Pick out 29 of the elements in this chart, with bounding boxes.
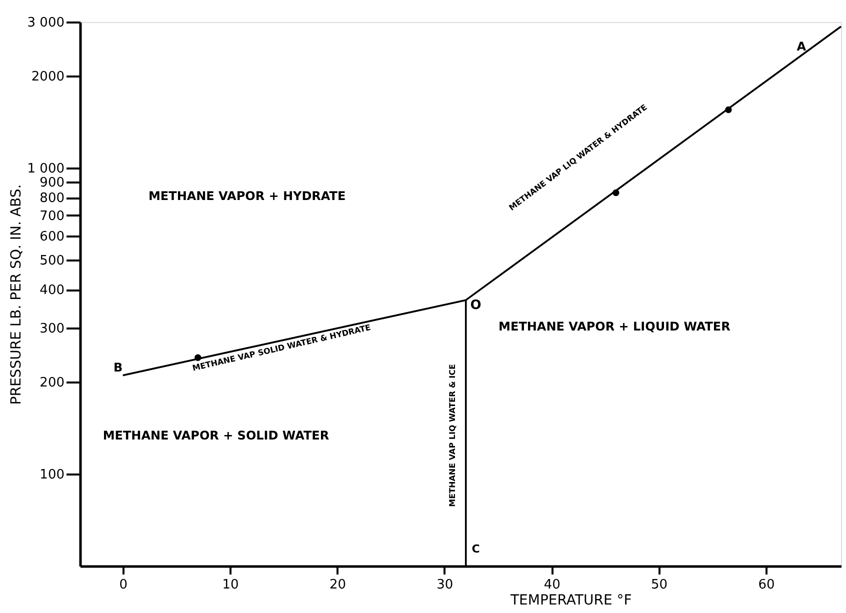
x-tick-label: 50 [651,578,668,592]
y-tick-label: 500 [40,254,64,269]
x-tick-label: 10 [222,578,239,592]
x-tick-label: 40 [544,578,560,592]
y-tick-label: 700 [40,208,64,224]
y-tick-label: 600 [40,229,64,244]
annotation: A [796,39,807,54]
y-axis-title: PRESSURE LB. PER SQ. IN. ABS. [8,184,24,405]
annotation: O [470,298,482,313]
y-tick-label: 400 [40,283,64,298]
y-tick-label: 200 [40,375,64,390]
x-tick-label: 20 [329,578,346,592]
annotation: C [472,542,480,556]
x-tick-label: 60 [758,578,775,592]
annotation: METHANE VAPOR + HYDRATE [148,189,346,204]
y-tick-label: 3 000 [27,16,64,30]
x-axis-title: TEMPERATURE °F [510,592,632,608]
y-tick-label: 2000 [31,69,64,84]
x-tick-label: 0 [119,578,128,592]
y-tick-label: 1 000 [27,161,64,176]
y-tick-label: 100 [40,467,64,482]
annotation: METHANE VAPOR + SOLID WATER [102,428,330,442]
y-tick-label: 300 [40,321,64,336]
annotation: METHANE VAP LIQ WATER & ICE [448,364,457,507]
y-tick-label: 800 [40,191,64,206]
y-tick-label: 900 [40,175,64,190]
x-tick-label: 30 [436,578,454,592]
annotation: METHANE VAPOR + LIQUID WATER [498,320,730,334]
annotation: B [113,360,123,374]
